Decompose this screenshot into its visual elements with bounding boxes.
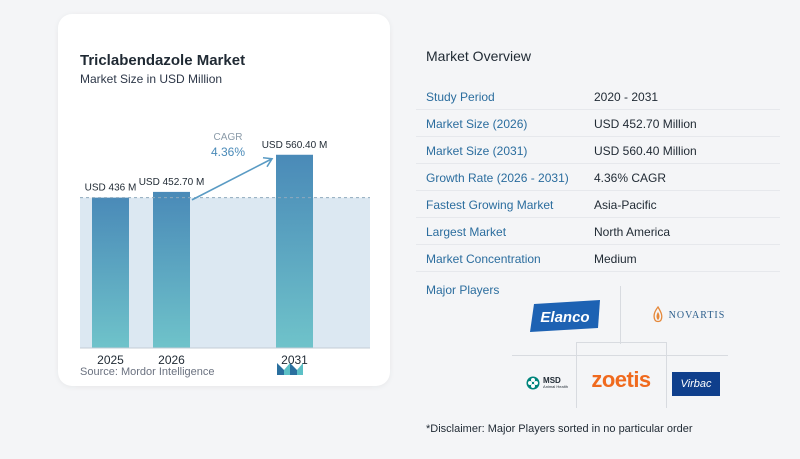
players-divider xyxy=(666,342,667,408)
overview-row-label: Growth Rate (2026 - 2031) xyxy=(426,171,569,185)
overview-row-value: Medium xyxy=(594,252,637,266)
elanco-text: Elanco xyxy=(540,309,589,326)
players-divider xyxy=(576,342,666,343)
overview-row-label: Market Size (2026) xyxy=(426,117,528,131)
overview-row: Study Period 2020 - 2031 xyxy=(416,83,780,110)
overview-row: Market Size (2026) USD 452.70 Million xyxy=(416,110,780,137)
bar-chart: USD 436 M 2025 USD 452.70 M 2026 USD 560.40 … xyxy=(80,132,370,367)
bar-data-label: USD 452.70 M xyxy=(139,177,205,188)
major-players-title: Major Players xyxy=(426,283,500,297)
chart-card: Triclabendazole Market Market Size in US… xyxy=(58,14,390,386)
msd-text: MSD xyxy=(543,376,561,385)
cagr-value: 4.36% xyxy=(211,145,245,159)
overview-row-label: Market Concentration xyxy=(426,252,541,266)
overview-row-value: North America xyxy=(594,225,671,239)
overview-row-label: Market Size (2031) xyxy=(426,144,528,158)
players-divider xyxy=(512,355,728,356)
zoetis-logo: zoetis xyxy=(582,362,660,398)
novartis-flame-icon xyxy=(653,306,663,323)
bar-2031 xyxy=(276,154,313,348)
disclaimer: *Disclaimer: Major Players sorted in no … xyxy=(426,423,693,435)
overview-row-value: USD 560.40 Million xyxy=(594,144,697,158)
overview-row: Market Size (2031) USD 560.40 Million xyxy=(416,137,780,164)
overview-row-value: Asia-Pacific xyxy=(594,198,657,212)
virbac-logo: Virbac xyxy=(672,372,720,396)
novartis-text: NOVARTIS xyxy=(668,309,726,321)
overview-title: Market Overview xyxy=(426,48,532,64)
players-divider xyxy=(620,286,621,344)
virbac-text: Virbac xyxy=(680,378,712,390)
novartis-logo: NOVARTIS xyxy=(638,304,738,326)
source-note: Source: Mordor Intelligence xyxy=(80,366,215,378)
msd-subtext: Animal Health xyxy=(543,384,568,389)
market-overview-panel: Market Overview Study Period 2020 - 2031 M… xyxy=(416,0,800,459)
mordor-logo-icon xyxy=(277,363,303,375)
cagr-arrowhead-icon xyxy=(262,156,274,168)
overview-row-value: USD 452.70 Million xyxy=(594,117,697,131)
x-tick-label: 2025 xyxy=(97,353,124,367)
zoetis-text: zoetis xyxy=(591,367,651,392)
cagr-label: CAGR xyxy=(214,132,243,143)
overview-row-label: Largest Market xyxy=(426,225,507,239)
chart-subtitle: Market Size in USD Million xyxy=(80,72,223,86)
overview-row: Growth Rate (2026 - 2031) 4.36% CAGR xyxy=(416,164,780,191)
overview-row: Largest Market North America xyxy=(416,218,780,245)
chart-title: Triclabendazole Market xyxy=(80,52,246,69)
msd-emblem-icon xyxy=(526,376,540,390)
x-tick-label: 2026 xyxy=(158,353,185,367)
overview-row: Market Concentration Medium xyxy=(416,245,780,272)
overview-row-label: Fastest Growing Market xyxy=(426,198,554,212)
overview-row-value: 2020 - 2031 xyxy=(594,90,659,104)
bar-data-label: USD 436 M xyxy=(85,183,137,194)
overview-row-label: Study Period xyxy=(426,90,495,104)
msd-logo: MSD Animal Health xyxy=(522,372,572,394)
bar-data-label: USD 560.40 M xyxy=(262,140,328,151)
overview-row-value: 4.36% CAGR xyxy=(594,171,667,185)
bar-2025 xyxy=(92,197,129,348)
x-tick-label: 2031 xyxy=(281,353,308,367)
players-divider xyxy=(576,342,577,408)
overview-row: Fastest Growing Market Asia-Pacific xyxy=(416,191,780,218)
cagr-arrow xyxy=(191,158,273,201)
elanco-logo: Elanco xyxy=(530,300,602,332)
bar-2026 xyxy=(153,191,190,348)
